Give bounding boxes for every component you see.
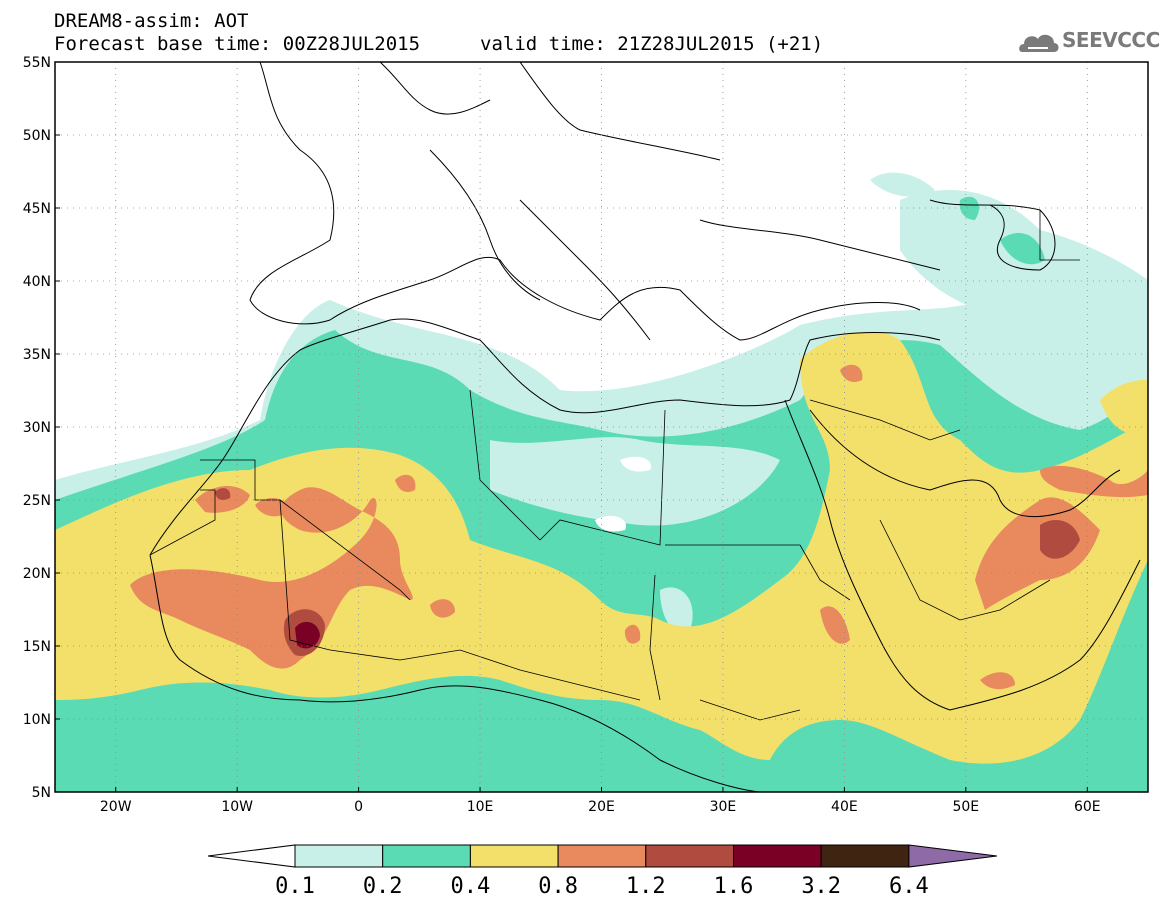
lon-label: 60E [1074,799,1101,815]
cloud-icon [1019,34,1059,52]
lat-label: 30N [23,420,51,436]
lon-label: 10E [467,799,494,815]
colorbar-label: 0.8 [538,874,578,899]
axis-ticks [55,61,1088,793]
lat-label: 10N [23,712,51,728]
lat-label: 55N [23,55,51,71]
lat-label: 15N [23,639,51,655]
colorbar-segment [469,844,559,868]
seevccc-logo: SEEVCCC [1062,28,1160,52]
lon-label: 0 [354,799,363,815]
lon-label: 50E [952,799,979,815]
colorbar-segment [557,844,647,868]
colorbar-label: 0.1 [275,874,315,899]
forecast-base-time: Forecast base time: 00Z28JUL2015 [54,33,421,55]
lon-label: 10W [221,799,253,815]
colorbar-label: 3.2 [801,874,841,899]
colorbar-max-arrow [908,844,997,868]
colorbar-segment [382,844,471,868]
lat-label: 20N [23,566,51,582]
latitude-labels: 55N 50N 45N 40N 35N 30N 25N 20N 15N 10N 5N [23,55,51,801]
colorbar-segment [294,844,384,868]
lat-label: 25N [23,493,51,509]
colorbar-min-arrow [207,844,296,868]
colorbar [207,844,997,868]
colorbar-labels: 0.1 0.2 0.4 0.8 1.2 1.6 3.2 6.4 [275,874,929,899]
longitude-labels: 20W 10W 0 10E 20E 30E 40E 50E 60E [100,799,1101,815]
colorbar-segment [820,844,910,868]
aot-fields [55,62,1148,792]
map-title: DREAM8-assim: AOT [54,10,249,32]
colorbar-segment [733,844,822,868]
lon-label: 30E [710,799,737,815]
lat-label: 50N [23,128,51,144]
valid-time: valid time: 21Z28JUL2015 (+21) [480,33,824,55]
colorbar-label: 0.4 [451,874,491,899]
colorbar-label: 6.4 [889,874,929,899]
coastlines [149,62,1141,792]
colorbar-label: 0.2 [363,874,403,899]
colorbar-label: 1.6 [714,874,754,899]
colorbar-segment [645,844,734,868]
lon-label: 20E [588,799,615,815]
lat-label: 40N [23,274,51,290]
lat-label: 45N [23,201,51,217]
lon-label: 20W [100,799,132,815]
lat-label: 5N [32,785,51,801]
lon-label: 40E [831,799,858,815]
graticule [55,62,1148,792]
lat-label: 35N [23,347,51,363]
colorbar-label: 1.2 [626,874,666,899]
